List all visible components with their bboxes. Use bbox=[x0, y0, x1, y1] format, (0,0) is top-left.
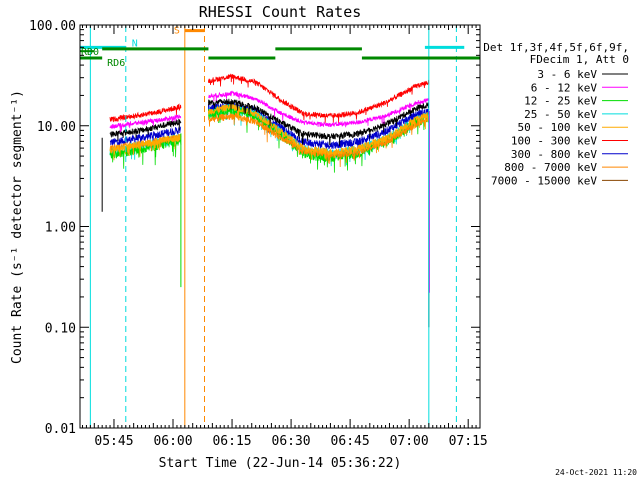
series-line-800-7000keV-seg1 bbox=[208, 113, 430, 168]
n-label: N bbox=[132, 38, 138, 49]
series-line-100-300keV-seg1 bbox=[208, 73, 430, 123]
legend: Det 1f,3f,4f,5f,6f,9f, FDecim 1, Att 0 3… bbox=[483, 41, 629, 187]
x-tick-label-0: 05:45 bbox=[94, 434, 133, 449]
y-tick-label-1: 0.10 bbox=[45, 321, 76, 336]
series-line-3-6keV-seg1 bbox=[208, 98, 430, 147]
y-tick-label-4: 100.00 bbox=[29, 19, 76, 34]
series-line-300-800keV-seg0 bbox=[109, 126, 182, 147]
generated-timestamp: 24-Oct-2021 11:20 bbox=[555, 468, 637, 477]
series-line-6-12keV-seg1 bbox=[208, 90, 430, 128]
legend-label-2: 12 - 25 keV bbox=[524, 95, 597, 108]
legend-label-0: 3 - 6 keV bbox=[537, 68, 597, 81]
x-tick-label-5: 07:00 bbox=[390, 434, 429, 449]
y-axis-ticks: 0.01 0.10 1.00 10.00 100.00 bbox=[29, 19, 480, 437]
x-tick-label-4: 06:45 bbox=[331, 434, 370, 449]
x-tick-label-2: 06:15 bbox=[212, 434, 251, 449]
x-tick-label-1: 06:00 bbox=[153, 434, 192, 449]
s-label: S bbox=[174, 26, 180, 37]
series-line-3-6keV-seg0 bbox=[109, 118, 182, 142]
x-tick-label-6: 07:15 bbox=[449, 434, 488, 449]
chart-title: RHESSI Count Rates bbox=[199, 3, 362, 21]
y-tick-label-2: 1.00 bbox=[45, 221, 76, 236]
rd0-label: RD0 bbox=[81, 47, 99, 58]
x-tick-label-3: 06:30 bbox=[272, 434, 311, 449]
series-line-12-25keV-seg0 bbox=[109, 135, 182, 169]
legend-header-line1: Det 1f,3f,4f,5f,6f,9f, bbox=[483, 41, 629, 54]
rd6-label: RD6 bbox=[107, 58, 125, 69]
y-axis-label: Count Rate (s⁻¹ detector segment⁻¹) bbox=[10, 90, 25, 364]
x-axis-label: Start Time (22-Jun-14 05:36:22) bbox=[159, 456, 402, 471]
legend-label-3: 25 - 50 keV bbox=[524, 108, 597, 121]
legend-label-8: 7000 - 15000 keV bbox=[491, 174, 597, 187]
x-axis-ticks: 05:45 06:00 06:15 06:30 06:45 07:00 07:15 bbox=[81, 25, 488, 449]
y-tick-label-3: 10.00 bbox=[37, 120, 76, 135]
legend-label-4: 50 - 100 keV bbox=[518, 121, 598, 134]
series-line-50-100keV-seg0 bbox=[109, 134, 182, 161]
legend-label-1: 6 - 12 keV bbox=[531, 81, 598, 94]
series-line-100-300keV-seg0 bbox=[109, 103, 182, 123]
instrument-state-annotations: N S RD0 RD6 bbox=[80, 26, 480, 427]
legend-header-line2: FDecim 1, Att 0 bbox=[530, 53, 629, 66]
legend-label-7: 800 - 7000 keV bbox=[504, 161, 597, 174]
series-line-6-12keV-seg0 bbox=[109, 114, 182, 133]
legend-label-6: 300 - 800 keV bbox=[511, 148, 597, 161]
legend-label-5: 100 - 300 keV bbox=[511, 135, 597, 148]
y-tick-label-0: 0.01 bbox=[45, 422, 76, 437]
